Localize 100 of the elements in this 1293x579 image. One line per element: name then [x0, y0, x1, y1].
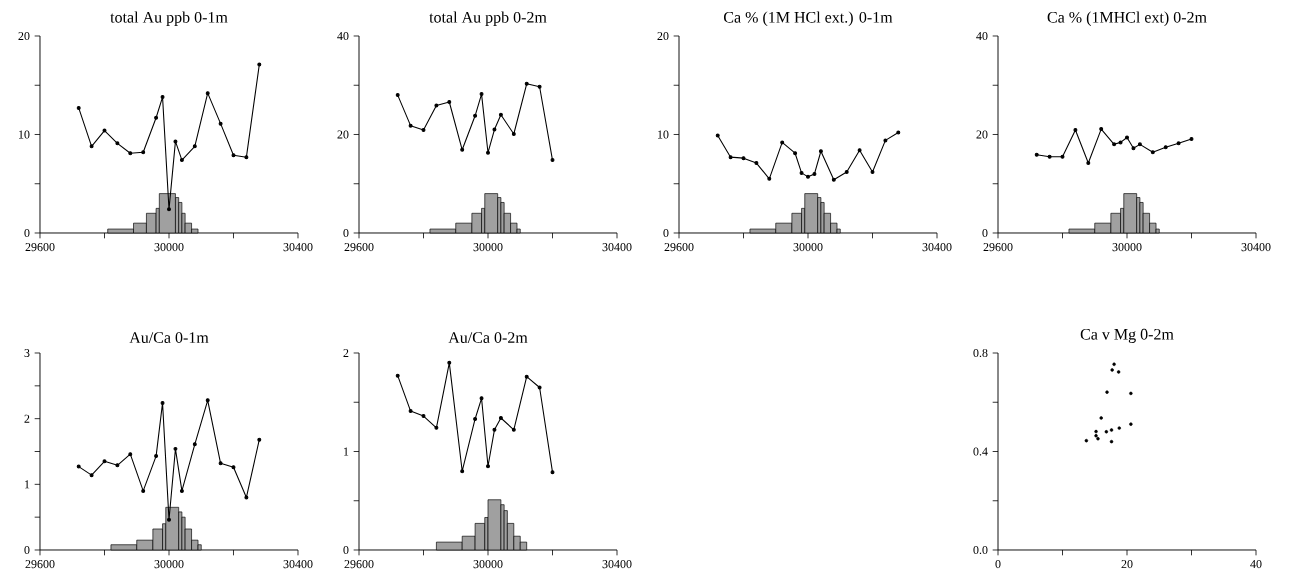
- point: [1109, 428, 1114, 432]
- y-tick-label: 20: [976, 130, 988, 139]
- point: [818, 149, 823, 154]
- point: [479, 396, 484, 401]
- x-tick-label: 30400: [602, 243, 632, 252]
- point: [1116, 370, 1121, 374]
- point: [408, 123, 413, 128]
- point: [1073, 128, 1078, 133]
- point: [218, 461, 223, 466]
- point: [460, 469, 465, 474]
- point: [793, 151, 798, 156]
- point: [1163, 145, 1168, 150]
- point: [537, 84, 542, 89]
- point: [141, 150, 146, 155]
- point: [492, 427, 497, 432]
- y-tick-label: 2: [343, 349, 349, 357]
- point: [434, 425, 439, 430]
- y-tick-label: 20: [18, 31, 30, 41]
- point: [799, 170, 804, 175]
- point: [192, 442, 197, 447]
- point: [421, 128, 426, 133]
- y-tick-label: 40: [337, 31, 349, 41]
- y-tick-label: 0: [343, 228, 349, 238]
- y-tick-label: 0: [24, 545, 30, 555]
- point: [1104, 430, 1109, 434]
- point: [741, 156, 746, 161]
- point: [408, 409, 413, 414]
- point: [115, 463, 120, 468]
- x-tick-label: 30000: [473, 243, 503, 252]
- point: [192, 144, 197, 149]
- point: [460, 147, 465, 152]
- chart-title: Ca % (1M HCl ext.) 0-1m: [724, 11, 893, 26]
- y-tick-label: 0.8: [973, 348, 988, 358]
- point: [244, 495, 249, 500]
- point: [1110, 368, 1114, 372]
- point: [486, 464, 491, 469]
- point: [1176, 141, 1181, 146]
- point: [231, 153, 236, 158]
- point: [89, 473, 94, 478]
- point: [857, 148, 862, 153]
- point: [1099, 416, 1103, 420]
- point: [218, 121, 223, 126]
- point: [76, 464, 81, 469]
- chart-title: Au/Ca 0-1m: [129, 332, 209, 343]
- point: [1125, 135, 1130, 140]
- x-tick-label: 29600: [983, 243, 1013, 252]
- point: [102, 459, 107, 464]
- point: [434, 103, 439, 108]
- point: [102, 128, 107, 133]
- x-tick-label: 29600: [344, 560, 374, 569]
- point: [395, 373, 400, 378]
- y-tick-label: 40: [976, 31, 988, 41]
- point: [1109, 439, 1114, 444]
- point: [160, 400, 165, 405]
- point: [421, 414, 426, 419]
- point: [754, 161, 759, 166]
- point: [1112, 142, 1117, 147]
- point: [205, 398, 210, 403]
- point: [883, 138, 888, 143]
- x-tick-label: 29600: [25, 243, 55, 252]
- point: [173, 139, 178, 144]
- y-tick-label: 10: [19, 130, 30, 139]
- point: [257, 437, 262, 442]
- point: [1094, 434, 1098, 438]
- x-tick-label: 30400: [283, 560, 313, 569]
- x-tick-label: 30000: [793, 243, 823, 252]
- point: [395, 93, 400, 98]
- y-tick-label: 1: [25, 480, 30, 489]
- point: [498, 416, 503, 421]
- point: [244, 155, 249, 160]
- point: [76, 105, 81, 110]
- point: [550, 470, 555, 475]
- point: [896, 130, 901, 135]
- point: [447, 360, 452, 365]
- chart-title: Au/Ca 0-2m: [448, 332, 528, 343]
- y-tick-label: 0.0: [973, 545, 988, 555]
- point: [160, 95, 165, 100]
- point: [715, 133, 720, 138]
- point: [1034, 152, 1039, 157]
- point: [128, 151, 133, 156]
- point: [537, 385, 542, 390]
- x-tick-label: 40: [1250, 560, 1262, 569]
- x-tick-label: 29600: [25, 560, 55, 569]
- point: [806, 174, 811, 179]
- point: [486, 150, 491, 155]
- y-tick-label: 0.4: [973, 447, 988, 456]
- y-tick-label: 0: [663, 228, 669, 238]
- point: [1129, 391, 1133, 396]
- x-tick-label: 30400: [602, 560, 632, 569]
- point: [1105, 390, 1109, 394]
- point: [1112, 362, 1116, 367]
- x-tick-label: 0: [995, 560, 1001, 569]
- point: [166, 207, 172, 212]
- x-tick-label: 29600: [344, 243, 374, 252]
- point: [141, 488, 146, 493]
- point: [728, 155, 733, 160]
- point: [831, 177, 836, 182]
- point: [473, 416, 478, 421]
- point: [154, 115, 159, 120]
- point: [550, 158, 555, 163]
